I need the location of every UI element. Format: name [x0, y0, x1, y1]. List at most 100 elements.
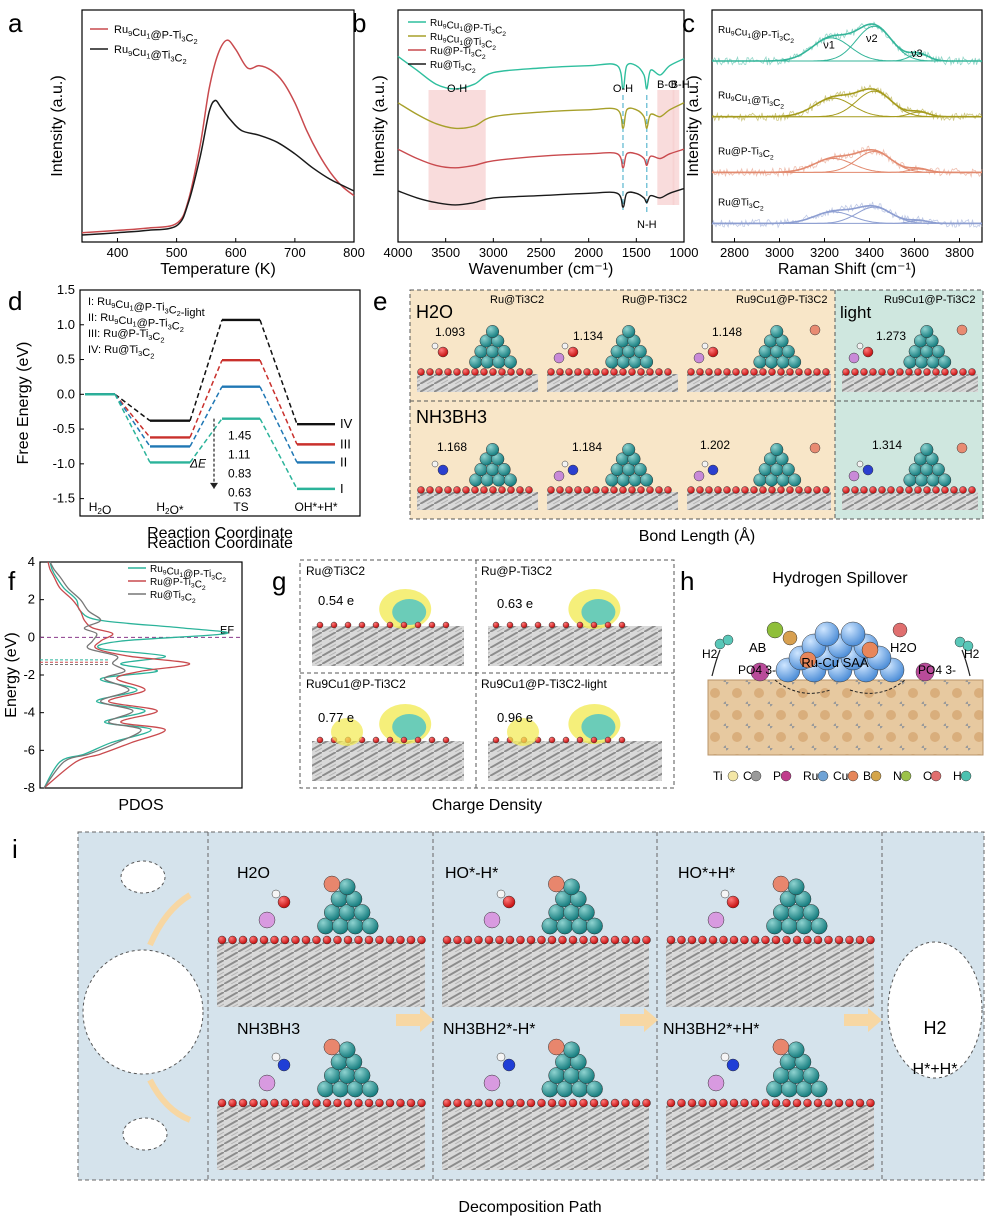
e-cell-1-2-o-atom — [714, 486, 722, 494]
e-cell-1-0-o-atom — [444, 486, 452, 494]
e-cell-0-0-ru-atom — [485, 325, 500, 339]
panel-g-label-2: Ru@P-Ti3C2 — [481, 564, 552, 578]
c-series-label-0: Ru9Cu1@P-Ti3C2 — [718, 25, 794, 45]
e-cell-1-2-cu-atom — [809, 442, 821, 454]
e-cell-1-1-ru-atom — [622, 443, 636, 457]
f-series-line-2 — [43, 561, 142, 789]
d-delta-arrowhead — [210, 482, 218, 489]
g-cell-0-slab — [312, 626, 464, 666]
e-cell-1-3-o-atom — [959, 486, 967, 494]
d-connector-1-3 — [259, 359, 298, 445]
e-cell-0-3-o-atom — [878, 368, 886, 376]
i-cell-1-2-o-atom — [771, 1098, 781, 1108]
i-cell-1-0-o-atom — [406, 1098, 416, 1108]
i-cell-1-1-o-atom — [505, 1098, 515, 1108]
c-fit-1 — [712, 88, 982, 118]
b-ylabel: Intensity (a.u.) — [371, 75, 388, 176]
g-cell-2-slab — [312, 741, 464, 781]
i-cell-0-0-o-atom — [396, 935, 405, 945]
e-cell-0-3-o-atom — [959, 368, 967, 376]
f-ytick-label: -2 — [23, 667, 35, 682]
i-cell-0-0-o-atom — [270, 935, 279, 945]
i-cell-0-2-o-atom — [782, 935, 791, 945]
i-cell-1-0-o-atom — [364, 1098, 374, 1108]
e-cell-0-2-o-atom — [759, 368, 767, 376]
i-cell-1-2-o-atom — [677, 1098, 686, 1108]
d-connector-2-1 — [114, 393, 151, 447]
b-xtick-label: 1500 — [622, 245, 651, 260]
e-cell-1-2-o-atom — [804, 486, 812, 494]
e-cell-1-2-o-atom — [687, 486, 695, 494]
e-cell-1-3-o-atom — [842, 486, 850, 494]
i-cell-1-2-ru-atom — [810, 1080, 828, 1098]
f-series-line-1 — [43, 561, 191, 789]
f-legend-label-0: Ru9Cu1@P-Ti3C2 — [150, 564, 226, 584]
i-cell-0-0-o-atom — [333, 935, 342, 945]
panel-g-charge-4: 0.96 e — [497, 710, 533, 725]
c-xlabel: Raman Shift (cm⁻¹) — [778, 261, 916, 278]
g-cell-1-o-atom — [590, 621, 598, 629]
h-legend-label-0: Ti — [713, 769, 723, 783]
e-cell-0-3-o-atom — [950, 368, 958, 376]
h-legend-swatch-0 — [727, 770, 739, 782]
h-h2-right-2 — [962, 640, 974, 652]
panel-e-xlabel: Bond Length (Å) — [639, 526, 756, 545]
e-cell-0-2-o-atom — [723, 368, 731, 376]
h-legend-swatch-2 — [780, 770, 792, 782]
g-cell-2-o-atom — [414, 736, 422, 744]
panel-i-ab-bubble — [122, 1117, 168, 1151]
i-cell-0-2-o-atom — [729, 935, 739, 945]
i-cell-0-1-ru-atom — [563, 878, 580, 896]
e-cell-0-3-o-atom — [941, 368, 949, 376]
panel-e-col-label-1: Ru@Ti3C2 — [490, 294, 544, 306]
g-cell-2-p-density — [331, 718, 363, 746]
f-ytick-label: -8 — [23, 780, 35, 795]
e-cell-1-1-o-atom — [628, 486, 636, 494]
e-cell-0-2-cu-atom — [809, 324, 821, 336]
d-state-label-0: H2O — [89, 500, 112, 517]
i-cell-0-1-o-atom — [589, 935, 599, 945]
g-cell-3-o-atom — [548, 736, 556, 744]
g-cell-0-o-atom — [400, 621, 408, 629]
h-water-o-atom — [892, 622, 908, 638]
h-legend-label-5: B — [863, 769, 871, 783]
panel-e-col-label-light: light — [840, 303, 871, 322]
e-cell-1-0-o-atom — [507, 486, 515, 494]
g-cell-2-o-atom — [372, 736, 380, 744]
i-cell-0-1-o-atom — [526, 935, 536, 945]
b-xtick-label: 3000 — [479, 245, 508, 260]
i-cell-0-2-o-atom — [708, 935, 718, 945]
i-cell-1-2-cu-atom — [772, 1038, 790, 1056]
e-cell-1-3-o-atom — [851, 486, 859, 494]
e-cell-1-2-ru-atom — [781, 462, 795, 477]
h-legend-label-8: H — [953, 769, 962, 783]
b-annotation-oh: O-H — [447, 83, 467, 95]
panel-i-bottom-label-1: NH3BH3 — [237, 1021, 300, 1038]
e-cell-1-2-adsorbate — [707, 464, 719, 476]
i-cell-1-2-o-atom — [708, 1098, 718, 1108]
bond-nh3bh3-3: 1.202 — [700, 438, 730, 452]
i-cell-1-0-p-atom — [258, 1074, 276, 1092]
panel-i-h2o-bubble — [120, 860, 166, 894]
e-cell-0-1-o-atom — [664, 368, 672, 376]
panel-h-support — [707, 679, 984, 756]
i-cell-1-0-o-atom — [301, 1098, 311, 1108]
e-cell-0-0-h-atom — [431, 342, 439, 350]
b-annotation-nh: N-H — [637, 219, 657, 231]
a-xtick-label: 500 — [166, 245, 188, 260]
i-cell-1-0-o-atom — [354, 1098, 363, 1108]
i-cell-1-1-o-atom — [610, 1098, 620, 1108]
d-state-label-3: OH*+H* — [294, 500, 337, 514]
g-cell-0-o-atom — [316, 621, 324, 629]
i-cell-0-2-o-atom — [750, 935, 760, 945]
e-cell-0-2-o-atom — [741, 368, 749, 376]
i-cell-0-1-adsorbate — [502, 895, 516, 909]
e-cell-0-2-ru-atom — [788, 355, 802, 369]
f-plot-frame — [39, 561, 243, 789]
i-cell-1-1-ru-atom — [578, 1067, 595, 1084]
e-cell-0-2-slab — [687, 374, 831, 392]
i-cell-1-0-o-atom — [333, 1098, 342, 1108]
h-ru-atom — [840, 621, 866, 647]
panel-i-frame — [77, 831, 985, 1181]
